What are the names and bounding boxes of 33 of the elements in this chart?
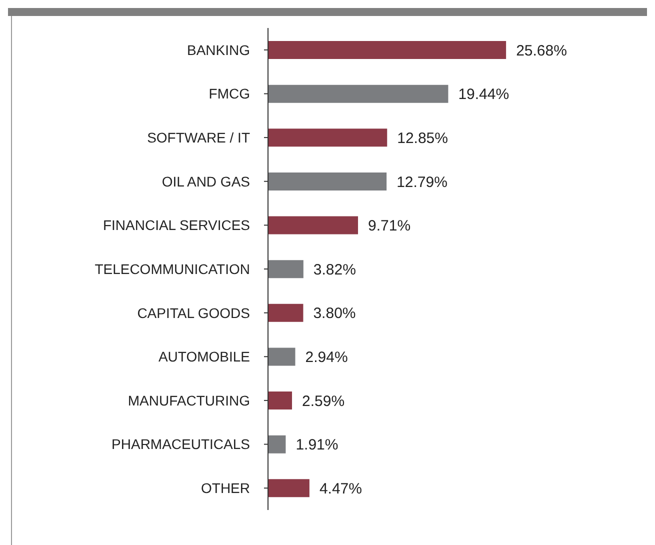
y-tick-label: BANKING	[186, 42, 250, 58]
y-tick-label: OTHER	[201, 480, 250, 496]
bar	[268, 435, 286, 454]
y-tick-label: AUTOMOBILE	[158, 348, 250, 365]
data-label: 1.91%	[296, 436, 338, 454]
data-label: 3.82%	[313, 261, 356, 278]
data-label: 3.80%	[313, 305, 356, 322]
data-label: 9.71%	[368, 218, 411, 235]
y-tick-label: TELECOMMUNICATION	[94, 260, 250, 277]
y-tick-label: CAPITAL GOODS	[137, 304, 250, 321]
y-tick-label: PHARMACEUTICALS	[112, 436, 250, 452]
bar	[268, 260, 304, 278]
bar	[268, 479, 310, 498]
y-tick-label: SOFTWARE / IT	[147, 130, 250, 146]
y-tick-label: MANUFACTURING	[128, 392, 250, 408]
bar	[268, 172, 387, 190]
bar	[268, 392, 292, 410]
data-label: 2.94%	[305, 349, 348, 366]
y-tick-label: OIL AND GAS	[162, 173, 250, 190]
y-tick-label: FINANCIAL SERVICES	[102, 217, 250, 234]
data-label: 12.85%	[397, 130, 448, 147]
bar	[268, 41, 506, 59]
data-label: 25.68%	[516, 42, 567, 60]
bar	[268, 84, 448, 103]
data-label: 4.47%	[319, 480, 362, 498]
bar	[268, 128, 388, 147]
bar	[268, 304, 304, 322]
data-label: 19.44%	[458, 86, 510, 104]
data-label: 2.59%	[302, 392, 345, 410]
bar	[268, 348, 296, 366]
y-tick-label: FMCG	[208, 86, 250, 102]
bar	[268, 216, 358, 234]
data-label: 12.79%	[396, 174, 448, 191]
